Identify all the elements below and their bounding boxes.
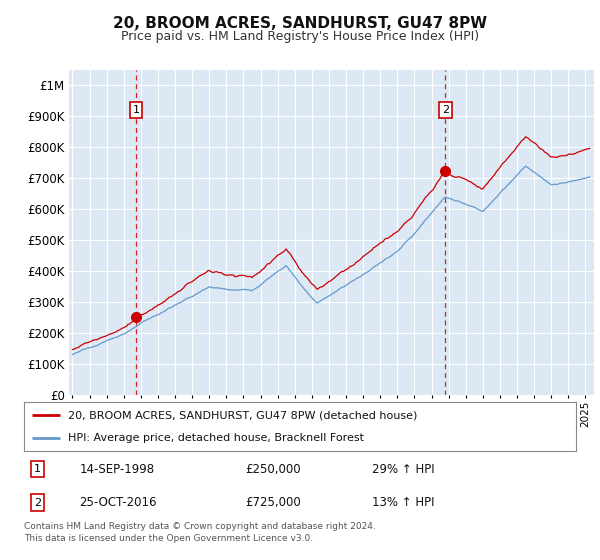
Text: 14-SEP-1998: 14-SEP-1998 [79,463,154,475]
Text: 2: 2 [442,105,449,115]
Text: 25-OCT-2016: 25-OCT-2016 [79,496,157,509]
Text: 1: 1 [133,105,139,115]
Text: HPI: Average price, detached house, Bracknell Forest: HPI: Average price, detached house, Brac… [68,433,364,444]
Text: 13% ↑ HPI: 13% ↑ HPI [372,496,434,509]
Text: 29% ↑ HPI: 29% ↑ HPI [372,463,434,475]
Text: Contains HM Land Registry data © Crown copyright and database right 2024.
This d: Contains HM Land Registry data © Crown c… [24,522,376,543]
Text: 20, BROOM ACRES, SANDHURST, GU47 8PW (detached house): 20, BROOM ACRES, SANDHURST, GU47 8PW (de… [68,410,418,421]
Text: Price paid vs. HM Land Registry's House Price Index (HPI): Price paid vs. HM Land Registry's House … [121,30,479,44]
Text: 2: 2 [34,497,41,507]
Text: 20, BROOM ACRES, SANDHURST, GU47 8PW: 20, BROOM ACRES, SANDHURST, GU47 8PW [113,16,487,31]
Text: £725,000: £725,000 [245,496,301,509]
Text: £250,000: £250,000 [245,463,301,475]
Text: 1: 1 [34,464,41,474]
